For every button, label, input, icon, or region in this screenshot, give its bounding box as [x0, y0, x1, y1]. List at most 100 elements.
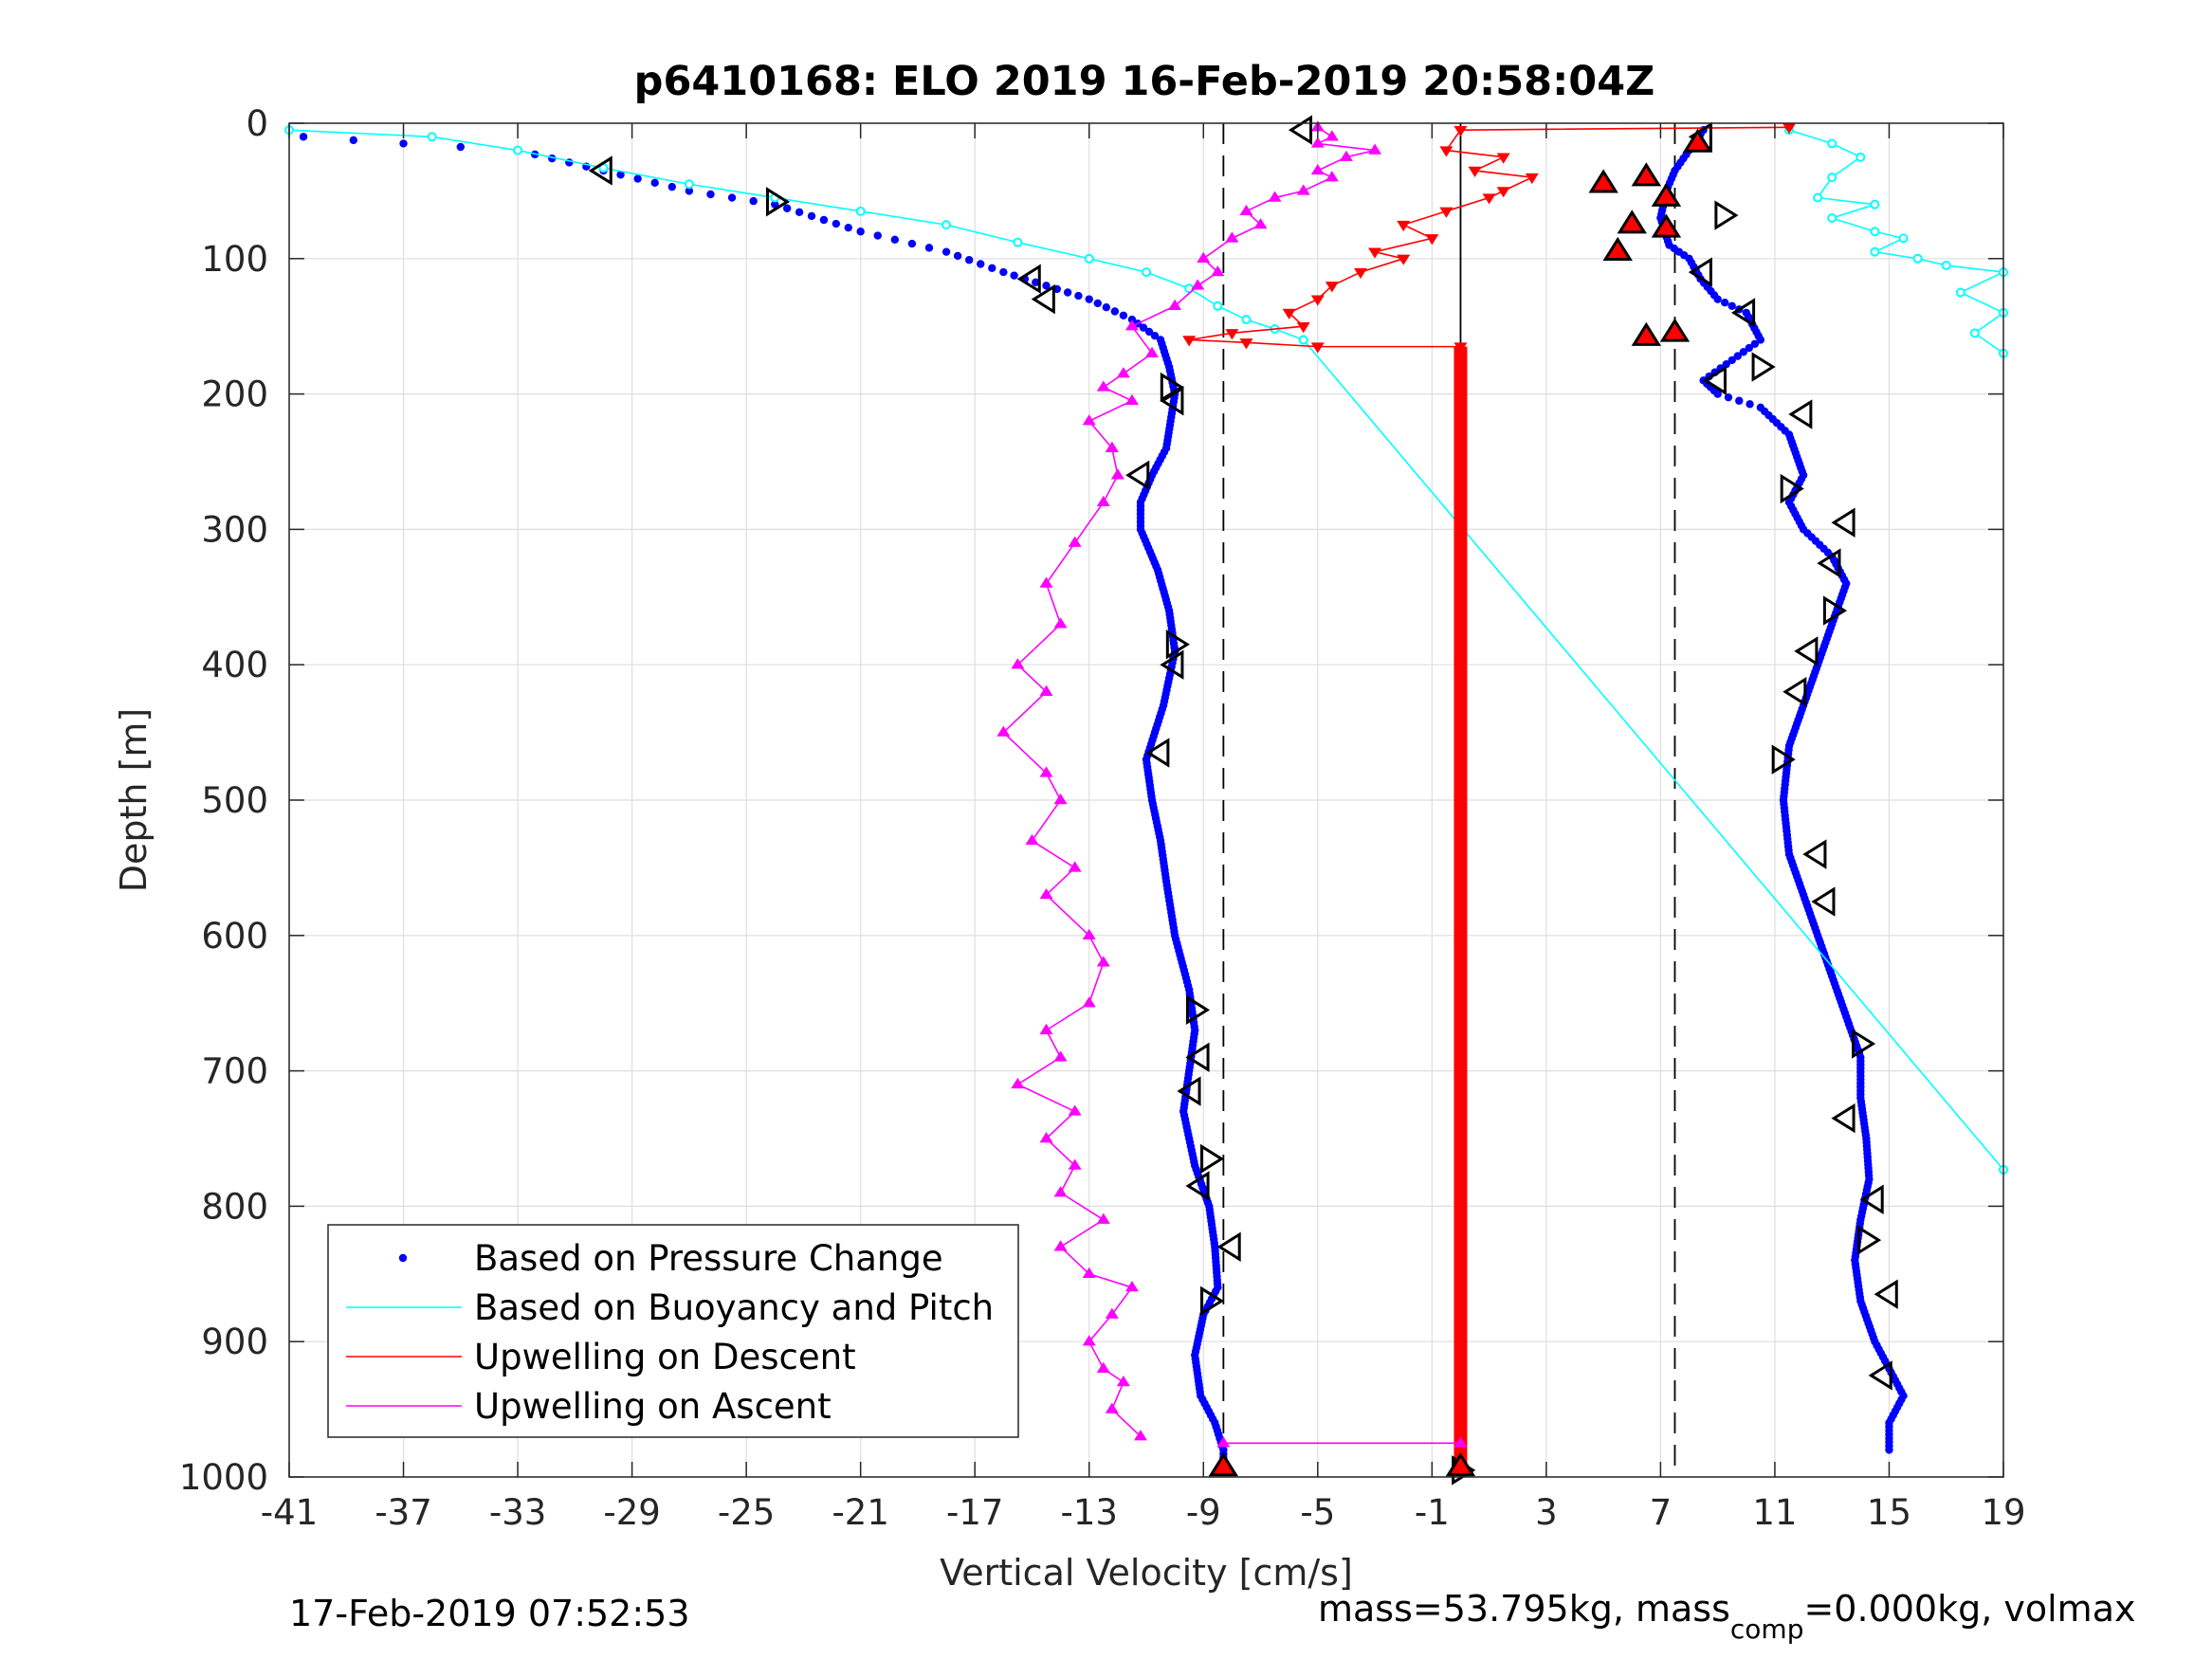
- data-point: [1082, 996, 1096, 1008]
- legend-label-based-on-pressure-change: Based on Pressure Change: [474, 1238, 943, 1279]
- data-point: [1145, 346, 1160, 357]
- data-point: [1074, 291, 1083, 301]
- data-point: [1025, 833, 1039, 846]
- open-triangle-marker: [1160, 372, 1184, 403]
- open-triangle-marker: [1702, 365, 1727, 396]
- data-point: [1213, 301, 1223, 311]
- data-point: [1082, 1335, 1096, 1346]
- data-point: [1082, 1267, 1096, 1278]
- data-point: [873, 231, 882, 240]
- data-point: [1197, 251, 1211, 263]
- data-point: [1068, 1158, 1082, 1170]
- data-point: [1039, 766, 1053, 777]
- x-tick-label: -17: [946, 1492, 1003, 1533]
- data-point: [1053, 793, 1068, 805]
- data-point: [1053, 1240, 1068, 1251]
- x-tick-label: 11: [1752, 1492, 1797, 1533]
- data-point: [1713, 295, 1722, 303]
- open-triangle-marker: [1185, 994, 1211, 1026]
- data-point: [1827, 138, 1837, 149]
- open-triangle-marker: [1782, 677, 1807, 707]
- data-point: [1105, 1307, 1119, 1319]
- data-point: [1225, 231, 1239, 243]
- footer-timestamp: 17-Feb-2019 07:52:53: [289, 1593, 690, 1634]
- data-point: [1298, 335, 1308, 345]
- open-triangle-marker: [1780, 473, 1804, 504]
- data-point: [999, 267, 1008, 277]
- data-point: [1282, 308, 1296, 319]
- data-point: [1885, 1446, 1893, 1454]
- series-line: [288, 129, 1305, 341]
- data-point: [1339, 150, 1353, 161]
- data-point: [1139, 323, 1148, 332]
- filled-triangle-marker: [1445, 1452, 1476, 1477]
- data-point: [1093, 299, 1102, 308]
- data-point: [1496, 153, 1510, 164]
- data-point: [953, 251, 962, 261]
- data-point: [1397, 254, 1411, 265]
- footer-mass-params: mass=53.795kg, masscomp=0.000kg, volmax: [1318, 1588, 2135, 1645]
- data-point: [727, 193, 737, 202]
- legend: Based on Pressure Change Based on Buoyanc…: [327, 1224, 1019, 1438]
- x-tick-label: -37: [375, 1492, 431, 1533]
- legend-label-upwelling-on-ascent: Upwelling on Ascent: [474, 1386, 832, 1427]
- data-point: [1898, 233, 1909, 244]
- data-point: [456, 142, 465, 152]
- chart-title: p6410168: ELO 2019 16-Feb-2019 20:58:04Z: [634, 58, 1655, 105]
- data-point: [1211, 265, 1225, 277]
- data-point: [1310, 295, 1325, 306]
- data-point: [1870, 246, 1880, 257]
- open-triangle-marker: [1145, 738, 1170, 768]
- data-point: [1750, 339, 1760, 348]
- data-point: [1310, 163, 1325, 175]
- open-triangle-marker: [1199, 1285, 1225, 1317]
- data-point: [1053, 1186, 1068, 1197]
- x-tick-label: -13: [1061, 1492, 1118, 1533]
- series-upwelling-on-descent: [1182, 123, 1796, 1470]
- data-point: [1216, 1436, 1231, 1448]
- data-point: [1032, 278, 1040, 286]
- data-point: [1496, 187, 1510, 198]
- data-point: [832, 219, 841, 228]
- data-point: [1239, 338, 1253, 350]
- open-triangle-marker: [1016, 264, 1041, 294]
- data-point: [1116, 1376, 1130, 1387]
- data-point: [1827, 212, 1837, 223]
- data-point: [1150, 331, 1160, 340]
- data-point: [1782, 123, 1796, 135]
- data-point: [1722, 359, 1730, 369]
- data-point: [1124, 393, 1139, 405]
- open-triangle-marker: [1822, 595, 1848, 626]
- data-point: [1116, 367, 1130, 378]
- data-point: [1105, 441, 1119, 452]
- open-triangle-marker: [1165, 629, 1190, 660]
- data-point: [1310, 137, 1325, 148]
- filled-triangle-marker: [1631, 321, 1662, 346]
- footer-params-prefix: mass=53.795kg, mass: [1318, 1588, 1730, 1630]
- data-point: [1969, 328, 1980, 338]
- data-point: [907, 239, 917, 248]
- filled-triangle-marker: [1602, 236, 1633, 261]
- filled-triangle-marker: [1588, 169, 1618, 193]
- data-point: [299, 133, 308, 141]
- open-triangle-marker: [1751, 352, 1776, 382]
- series-line: [1002, 447, 1142, 1437]
- data-point: [349, 136, 357, 145]
- data-point: [1013, 237, 1023, 247]
- series-line: [1303, 338, 2004, 1171]
- data-point: [941, 247, 951, 256]
- open-triangle-marker: [1160, 386, 1184, 416]
- data-point: [1096, 1212, 1110, 1224]
- y-tick-label: 1000: [179, 1457, 268, 1498]
- data-point: [1325, 130, 1339, 141]
- data-point: [1525, 173, 1539, 185]
- data-point: [1039, 1023, 1053, 1034]
- data-point: [1368, 143, 1382, 155]
- data-point: [1182, 336, 1197, 347]
- y-tick-label: 700: [201, 1051, 268, 1092]
- open-triangle-marker: [765, 187, 791, 217]
- filled-triangle-marker: [1631, 162, 1662, 187]
- open-triangle-marker: [1160, 649, 1184, 680]
- y-tick-label: 800: [201, 1186, 268, 1227]
- open-triangle-marker: [1817, 548, 1841, 578]
